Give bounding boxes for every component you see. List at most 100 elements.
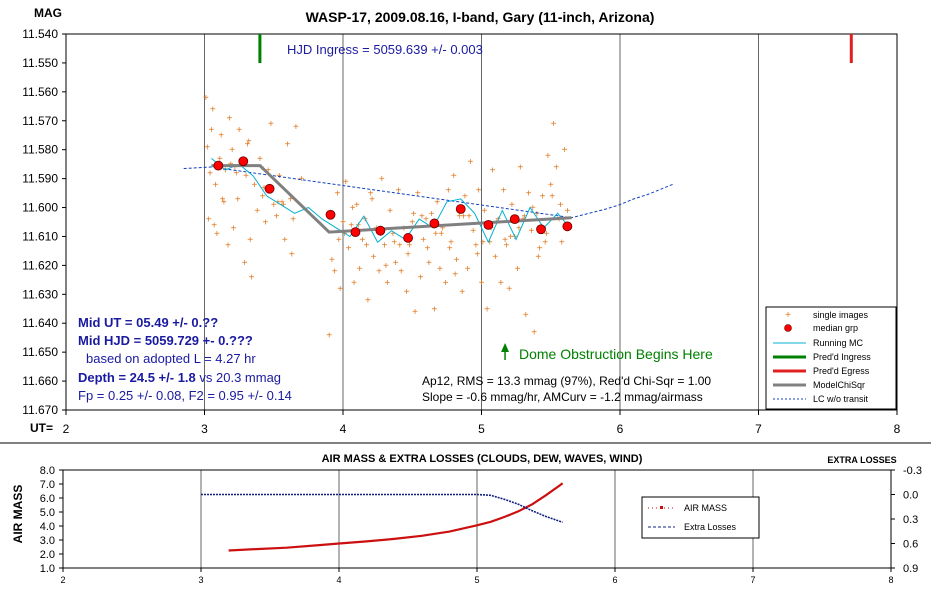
median-group-point — [483, 219, 494, 230]
median-group-point — [403, 233, 413, 243]
single-image-point: + — [411, 209, 417, 220]
single-image-point: + — [438, 229, 444, 240]
bottom-y-axis-label: AIR MASS — [11, 485, 25, 544]
single-image-point: + — [207, 168, 213, 179]
single-image-point: + — [418, 272, 424, 283]
single-image-point: + — [348, 220, 354, 231]
legend-airmass-marker — [660, 506, 663, 509]
single-image-point: + — [504, 241, 510, 252]
legend-pred-egress: Pred'd Egress — [813, 366, 870, 376]
single-image-point: + — [221, 197, 227, 208]
extra-losses-line — [201, 493, 563, 524]
single-image-point: + — [281, 200, 287, 211]
single-image-point: + — [285, 139, 291, 150]
single-image-point: + — [379, 174, 385, 185]
top-y-tick-label: 11.560 — [22, 85, 58, 99]
mid-ut-text: Mid UT = 05.49 +/- 0.?? — [78, 315, 218, 330]
legend-extra-losses: Extra Losses — [684, 522, 737, 532]
single-image-point: + — [213, 180, 219, 191]
single-image-point: + — [364, 241, 370, 252]
bottom-x-tick-label: 7 — [750, 575, 755, 585]
depth-comparison: vs 20.3 mmag — [196, 370, 281, 385]
bottom-y2-tick-label: 0.3 — [903, 514, 918, 526]
single-image-point: + — [548, 180, 554, 191]
single-image-point: + — [448, 238, 454, 249]
single-image-point: + — [249, 272, 255, 283]
top-y-tick-label: 11.660 — [22, 374, 58, 388]
single-image-point: + — [407, 241, 413, 252]
bottom-y-tick-label: 4.0 — [40, 521, 55, 533]
bottom-chart-title: AIR MASS & EXTRA LOSSES (CLOUDS, DEW, WA… — [322, 453, 643, 465]
single-image-point: + — [456, 212, 462, 223]
single-image-point: + — [368, 189, 374, 200]
single-image-point: + — [220, 194, 226, 205]
single-image-point: + — [343, 177, 349, 188]
top-y-tick-label: 11.540 — [22, 27, 58, 41]
single-image-point: + — [540, 191, 546, 202]
model-chisqr-line — [211, 164, 572, 234]
single-image-point: + — [354, 200, 360, 211]
bottom-series — [201, 482, 564, 552]
median-group-point — [375, 225, 386, 236]
legend-plus-icon: + — [785, 310, 791, 321]
single-image-point: + — [542, 238, 548, 249]
single-image-point: + — [289, 249, 295, 260]
single-image-point: + — [522, 212, 528, 223]
single-image-point: + — [443, 278, 449, 289]
top-x-ticks: 2 3 4 5 6 7 8 — [63, 410, 901, 436]
single-image-point: + — [452, 270, 458, 281]
single-image-point: + — [454, 255, 460, 266]
single-image-point: + — [243, 171, 249, 182]
single-image-point: + — [526, 189, 532, 200]
single-image-point: + — [534, 209, 540, 220]
single-image-point: + — [480, 238, 486, 249]
single-image-point: + — [466, 212, 472, 223]
top-grid — [204, 34, 759, 410]
single-image-point: + — [562, 145, 568, 156]
single-image-point: + — [523, 310, 529, 321]
single-image-point: + — [545, 151, 551, 162]
single-image-point: + — [528, 226, 534, 237]
air-mass-line — [228, 482, 564, 552]
legend-model-chisqr: ModelChiSqr — [813, 380, 865, 390]
top-y-tick-label: 11.630 — [22, 287, 58, 301]
top-y-tick-label: 11.670 — [22, 403, 58, 417]
single-image-point: + — [383, 261, 389, 272]
single-image-point: + — [431, 304, 437, 315]
single-image-point: + — [209, 125, 215, 136]
single-image-point: + — [544, 229, 550, 240]
single-image-point: + — [229, 145, 235, 156]
bottom-y-tick-label: 3.0 — [40, 535, 55, 547]
single-image-point: + — [506, 284, 512, 295]
bottom-y-tick-label: 1.0 — [40, 563, 55, 575]
median-group-point — [350, 227, 361, 238]
single-image-point: + — [218, 131, 224, 142]
single-image-point: + — [509, 200, 515, 211]
single-image-point: + — [484, 304, 490, 315]
single-image-point: + — [502, 235, 508, 246]
single-image-point: + — [549, 191, 555, 202]
single-image-point: + — [517, 163, 523, 174]
single-image-point: + — [451, 171, 457, 182]
stats-line-2: Slope = -0.6 mmag/hr, AMCurv = -1.2 mmag… — [422, 390, 703, 404]
running-mc-line — [211, 158, 568, 244]
bottom-y-tick-label: 8.0 — [40, 465, 55, 477]
depth-text: Depth = 24.5 +/- 1.8 vs 20.3 mmag — [78, 370, 281, 385]
single-image-point: + — [222, 165, 228, 176]
single-image-point: + — [274, 212, 280, 223]
mid-hjd-text: Mid HJD = 5059.729 +- 0.??? — [78, 333, 253, 348]
single-image-point: + — [350, 203, 356, 214]
single-image-point: + — [263, 218, 269, 229]
single-image-point: + — [247, 235, 253, 246]
single-image-point: + — [397, 241, 403, 252]
median-group-point — [509, 214, 520, 225]
single-image-point: + — [420, 235, 426, 246]
bottom-ticks: 8.0 7.0 6.0 5.0 4.0 3.0 2.0 1.0 -0.3 0.0 0.3 0.6 0.9… — [40, 465, 922, 585]
single-image-point: + — [501, 186, 507, 197]
single-image-point: + — [445, 186, 451, 197]
single-image-point: + — [371, 252, 377, 263]
single-image-point: + — [235, 194, 241, 205]
single-image-point: + — [459, 287, 465, 298]
single-image-point: + — [290, 215, 296, 226]
single-image-point: + — [341, 229, 347, 240]
